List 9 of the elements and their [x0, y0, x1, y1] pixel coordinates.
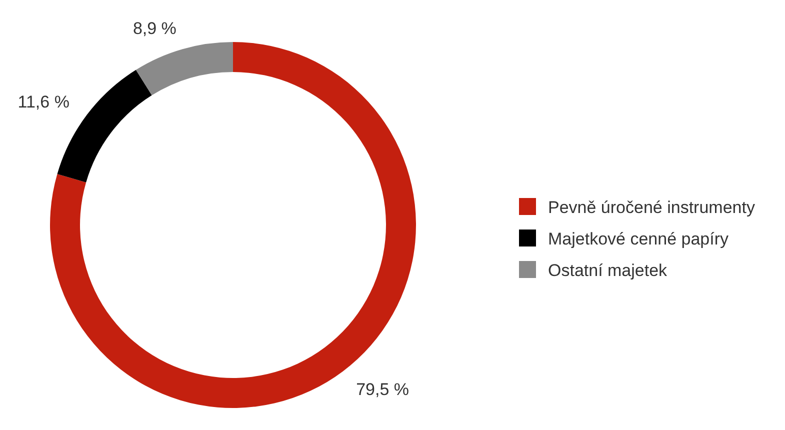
donut-slice [57, 70, 152, 182]
donut-slice [136, 42, 233, 96]
data-label: 11,6 % [18, 92, 70, 112]
legend-label: Ostatní majetek [548, 260, 668, 280]
data-label: 8,9 % [132, 18, 176, 38]
data-label: 79,5 % [356, 380, 410, 399]
legend-label: Majetkové cenné papíry [548, 229, 729, 248]
donut-slice [50, 42, 416, 408]
legend-label: Pevně úročené instrumenty [548, 198, 756, 217]
